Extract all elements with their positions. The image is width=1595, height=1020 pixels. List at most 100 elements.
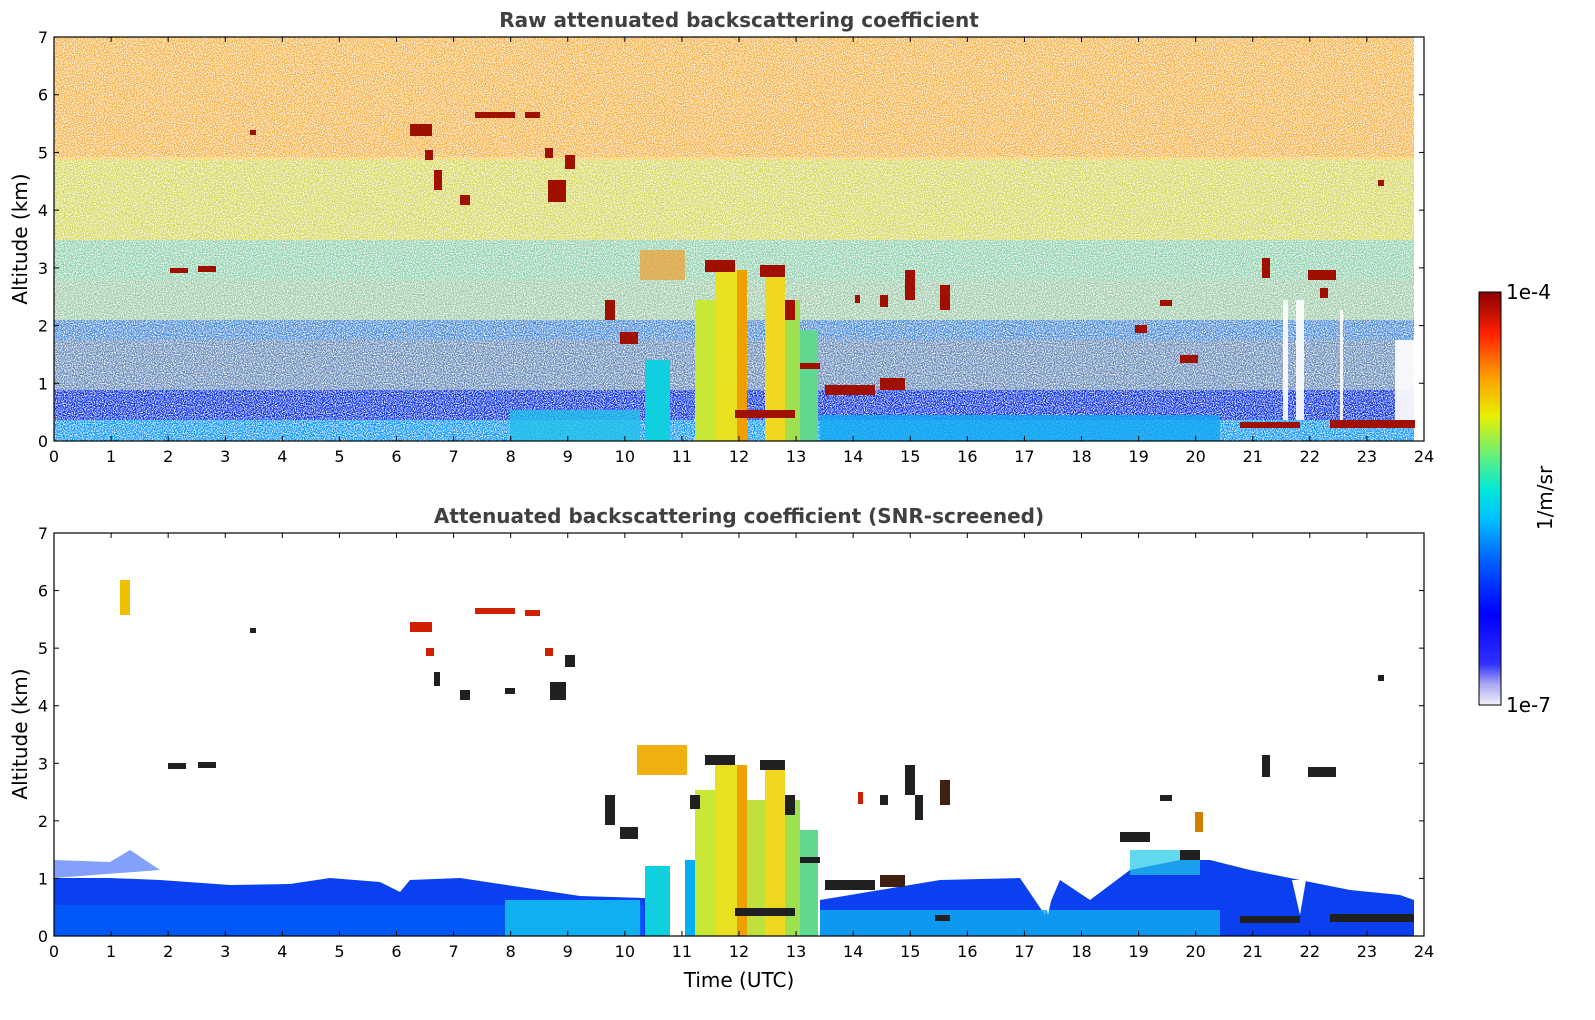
screened-cloud (1160, 795, 1172, 801)
raw-cloud (198, 266, 216, 272)
raw-column (765, 270, 785, 441)
raw-cloud (475, 112, 515, 118)
raw-cloud (170, 268, 188, 273)
colorbar-bar (1478, 291, 1502, 706)
x-tick-label: 7 (448, 447, 458, 466)
x-tick-label: 15 (900, 447, 920, 466)
raw-cloud (855, 295, 860, 303)
screened-boundary-layer-top (54, 850, 160, 878)
raw-column (785, 300, 800, 441)
x-tick-label: 19 (1128, 942, 1148, 961)
screened-cloud (800, 857, 820, 863)
x-tick-label: 22 (1300, 447, 1320, 466)
panel-raw-y-ticks: 0 1 2 3 4 5 6 7 (38, 28, 1424, 451)
x-tick-label: 10 (615, 942, 635, 961)
screened-cloud (426, 648, 434, 656)
x-tick-label: 11 (672, 447, 692, 466)
screened-cloud (1195, 812, 1203, 832)
screened-cloud (505, 688, 515, 694)
screened-cloud (785, 795, 795, 815)
raw-cloud (880, 378, 905, 390)
raw-cloud (1330, 420, 1415, 428)
screened-cloud (735, 908, 795, 916)
x-tick-label: 3 (220, 447, 230, 466)
screened-cloud (1240, 916, 1300, 923)
x-tick-label: 6 (391, 942, 401, 961)
screened-clear-notch (1040, 878, 1056, 915)
x-tick-label: 14 (843, 447, 863, 466)
screened-afternoon-aerosol (820, 910, 1220, 936)
raw-cloud (825, 385, 875, 395)
raw-cloud (800, 363, 820, 369)
y-tick-label: 5 (38, 143, 48, 162)
panel-screened: Attenuated backscattering coefficient (S… (8, 504, 1434, 992)
screened-column-top (637, 745, 687, 775)
screened-column (737, 765, 747, 936)
x-tick-label: 5 (334, 942, 344, 961)
x-tick-label: 17 (1014, 447, 1034, 466)
x-tick-label: 19 (1128, 447, 1148, 466)
y-tick-label: 0 (38, 927, 48, 946)
screened-cloud (565, 655, 575, 667)
screened-column (715, 765, 737, 936)
raw-cloud (545, 148, 553, 158)
raw-cloud (760, 265, 785, 277)
screened-cloud (880, 875, 905, 887)
raw-clear-column (1283, 300, 1288, 420)
x-tick-label: 3 (220, 942, 230, 961)
raw-cloud (1180, 355, 1198, 363)
x-tick-label: 14 (843, 942, 863, 961)
raw-aerosol-layer (510, 410, 640, 441)
x-tick-label: 1 (106, 942, 116, 961)
screened-cloud (198, 762, 216, 768)
x-tick-label: 21 (1243, 942, 1263, 961)
screened-column (695, 790, 715, 936)
raw-cloud (785, 300, 795, 320)
screened-column (685, 860, 697, 936)
x-tick-label: 6 (391, 447, 401, 466)
screened-cloud (250, 628, 256, 633)
raw-cloud (250, 130, 256, 135)
raw-column-top (640, 250, 685, 280)
screened-cloud (880, 795, 888, 805)
x-tick-label: 21 (1243, 447, 1263, 466)
raw-cloud (460, 195, 470, 205)
raw-clear-column (1395, 340, 1414, 420)
screened-column (645, 866, 670, 936)
x-tick-label: 22 (1300, 942, 1320, 961)
raw-cloud (1378, 180, 1384, 186)
raw-convective-columns (510, 250, 1220, 441)
x-tick-label: 7 (448, 942, 458, 961)
screened-cloud (905, 765, 915, 795)
y-tick-label: 4 (38, 697, 48, 716)
panel-raw-heatmap (54, 37, 1424, 441)
y-tick-label: 3 (38, 754, 48, 773)
screened-cloud (760, 760, 785, 770)
panel-screened-heatmap (54, 580, 1424, 936)
raw-clear-column (1296, 300, 1304, 420)
x-tick-label: 11 (672, 942, 692, 961)
x-tick-label: 24 (1414, 942, 1434, 961)
x-tick-label: 18 (1071, 942, 1091, 961)
x-tick-label: 20 (1185, 942, 1205, 961)
y-tick-label: 5 (38, 639, 48, 658)
raw-cloud (880, 295, 888, 307)
x-tick-label: 23 (1357, 447, 1377, 466)
x-tick-label: 23 (1357, 942, 1377, 961)
raw-cloud (735, 410, 795, 418)
x-tick-label: 16 (957, 447, 977, 466)
raw-column (737, 270, 747, 441)
screened-no-data-gap (1414, 880, 1424, 936)
x-tick-label: 9 (563, 942, 573, 961)
y-tick-label: 6 (38, 86, 48, 105)
x-tick-label: 9 (563, 447, 573, 466)
screened-cloud (825, 880, 875, 890)
colorbar: 1e-4 1e-7 1/m/sr (1478, 280, 1557, 717)
raw-cloud (1240, 422, 1300, 428)
raw-cloud-features (170, 112, 1415, 428)
y-tick-label: 3 (38, 259, 48, 278)
raw-cloud (605, 300, 615, 320)
screened-cloud (120, 580, 130, 615)
raw-column (800, 330, 818, 441)
raw-cloud (548, 180, 566, 202)
